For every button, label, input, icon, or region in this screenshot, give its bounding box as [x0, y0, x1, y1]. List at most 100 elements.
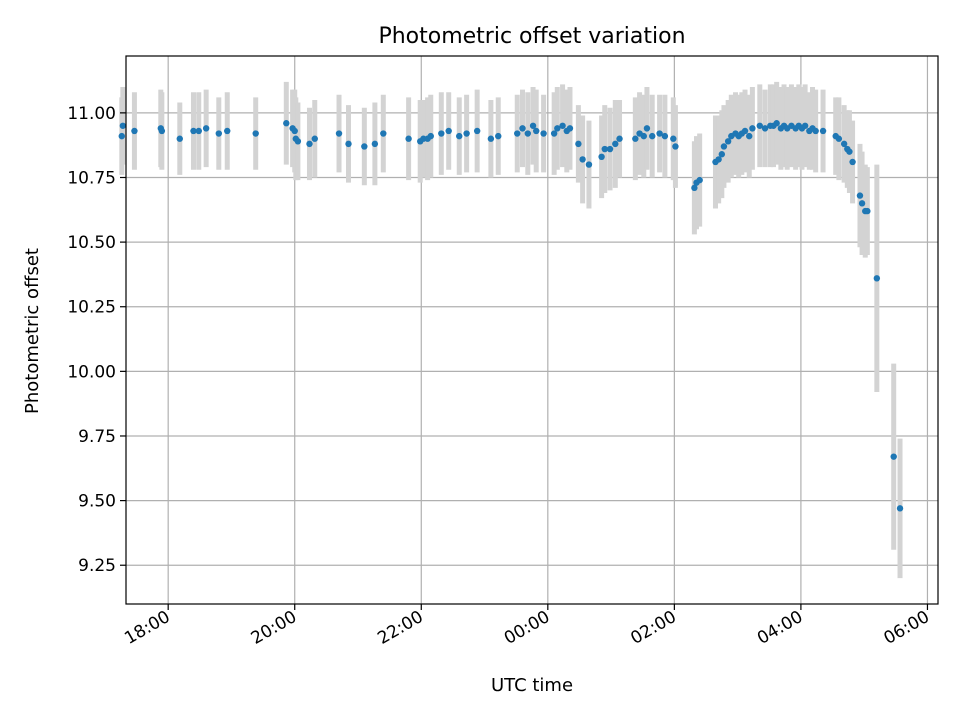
y-tick-label: 9.50 [78, 492, 116, 512]
data-point [575, 140, 582, 148]
data-point [632, 135, 639, 142]
data-point [616, 135, 623, 142]
data-point [812, 127, 819, 135]
data-point [640, 132, 647, 140]
data-point [661, 132, 669, 140]
x-tick-label: 04:00 [754, 607, 806, 649]
y-tick-label: 9.25 [78, 556, 116, 576]
data-point [749, 125, 756, 132]
data-point [856, 192, 864, 199]
data-point [158, 127, 166, 135]
x-tick-label: 20:00 [248, 607, 300, 649]
y-tick-label: 10.00 [67, 362, 116, 382]
data-point [801, 122, 809, 129]
data-point [202, 125, 210, 132]
data-point [696, 176, 703, 184]
data-point [896, 505, 904, 512]
data-point [840, 140, 848, 148]
data-point [656, 130, 663, 137]
data-point [598, 153, 605, 161]
data-point [361, 143, 368, 150]
data-point [427, 132, 434, 140]
data-point [252, 130, 259, 137]
data-point [224, 127, 231, 135]
data-point [849, 158, 856, 166]
data-point [649, 132, 656, 140]
data-point [371, 140, 379, 148]
y-axis-label: Photometric offset [22, 248, 43, 414]
data-point [718, 151, 726, 158]
data-point [761, 125, 769, 132]
data-point [119, 122, 127, 129]
data-point [554, 125, 561, 132]
data-point [773, 120, 780, 127]
data-point [720, 143, 728, 150]
y-axis-ticks: 11.00 10.75 10.50 10.25 10.00 9.75 9.50 9.25 [67, 104, 126, 576]
data-point [566, 125, 574, 132]
data-point [438, 130, 445, 137]
data-point [131, 127, 138, 135]
data-point [585, 161, 593, 168]
data-point [495, 132, 502, 140]
data-point [118, 132, 125, 140]
x-tick-label: 02:00 [627, 607, 679, 649]
data-point [405, 135, 412, 142]
y-tick-label: 10.25 [67, 298, 116, 318]
data-point [612, 140, 619, 148]
x-tick-label: 00:00 [501, 607, 553, 649]
data-point [858, 200, 866, 207]
y-tick-label: 10.75 [67, 168, 116, 188]
plot-frame [125, 55, 939, 605]
y-tick-label: 10.50 [67, 233, 116, 253]
data-point [190, 127, 197, 135]
data-point [524, 130, 531, 137]
data-point [533, 127, 540, 135]
data-point [835, 135, 843, 142]
x-tick-label: 06:00 [881, 607, 933, 649]
data-point [846, 148, 853, 155]
data-point [746, 132, 753, 140]
data-point [176, 135, 183, 142]
y-tick-label: 11.00 [67, 104, 116, 124]
data-point [670, 135, 677, 142]
data-point [519, 125, 526, 132]
data-point [380, 130, 387, 137]
data-point [559, 122, 566, 129]
data-point [291, 127, 298, 135]
data-point [540, 130, 547, 137]
y-tick-label: 9.75 [78, 427, 116, 447]
data-point [691, 184, 698, 192]
data-point [514, 130, 521, 137]
data-point [601, 145, 608, 153]
data-point [195, 127, 202, 135]
x-tick-label: 18:00 [121, 607, 173, 649]
data-point [672, 143, 679, 150]
data-point [283, 120, 290, 127]
data-point [606, 145, 614, 153]
data-point [529, 122, 537, 129]
data-point [463, 130, 470, 137]
data-point [335, 130, 343, 137]
x-axis-label: UTC time [491, 675, 573, 696]
data-point [579, 156, 586, 163]
data-point [643, 125, 651, 132]
x-tick-label: 22:00 [374, 607, 426, 649]
data-points [118, 120, 904, 512]
data-point [487, 135, 495, 142]
data-point [306, 140, 313, 148]
data-point [864, 207, 871, 215]
data-point [819, 127, 827, 135]
data-point [215, 130, 222, 137]
x-axis-ticks: 18:00 20:00 22:00 00:00 02:00 04:00 06:00 [121, 604, 933, 649]
data-point [445, 127, 452, 135]
error-bars [119, 81, 903, 579]
data-point [756, 122, 763, 129]
data-point [715, 156, 722, 163]
data-point [550, 130, 558, 137]
data-point [294, 138, 302, 145]
data-point [741, 127, 749, 135]
data-point [456, 132, 463, 140]
data-point [345, 140, 352, 148]
data-point [311, 135, 318, 142]
